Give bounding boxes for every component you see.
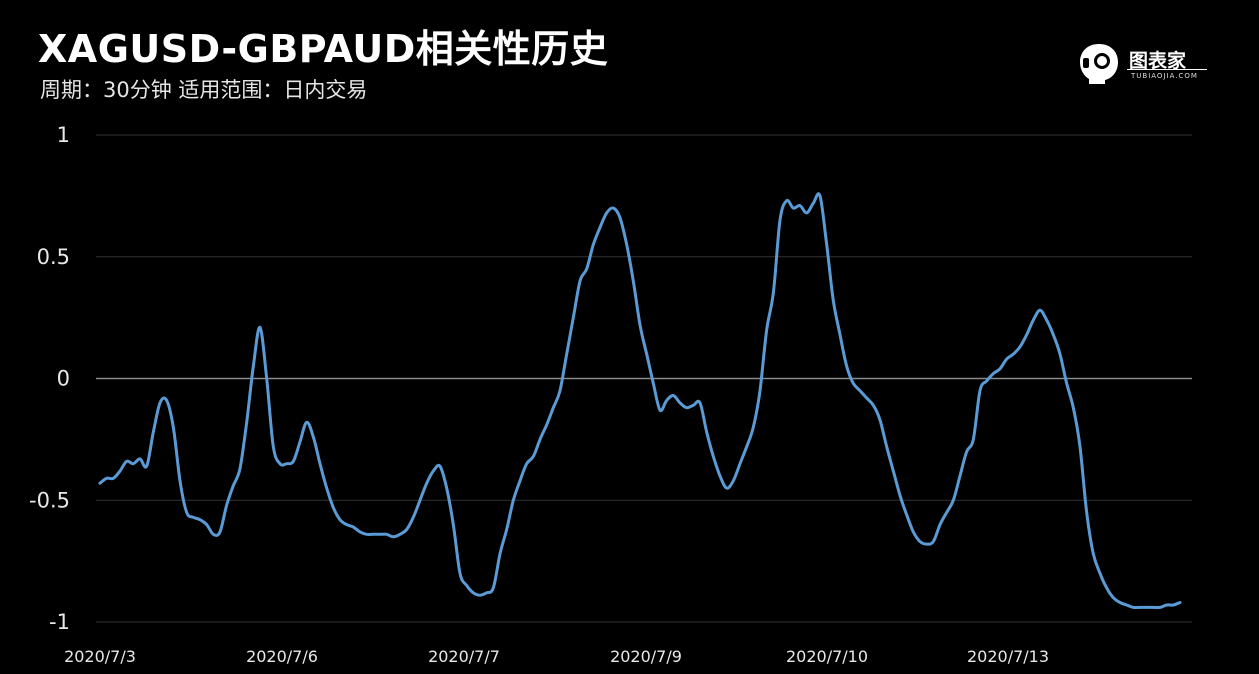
logo-name: 图表家: [1129, 50, 1187, 72]
x-tick-label: 2020/7/10: [786, 647, 868, 666]
logo-divider: [1127, 69, 1207, 70]
x-tick-label: 2020/7/9: [610, 647, 682, 666]
robot-head-icon: [1080, 44, 1118, 84]
grid-lines: [96, 134, 1192, 623]
series-line: [98, 192, 1182, 610]
y-tick-label: 0: [57, 367, 70, 391]
y-axis-ticks: 1 0.5 0 -0.5 -1: [29, 123, 70, 634]
x-axis-ticks: 2020/7/3 2020/7/6 2020/7/7 2020/7/9 2020/7/1…: [64, 647, 1049, 666]
y-tick-label: -1: [49, 610, 70, 634]
x-tick-label: 2020/7/6: [246, 647, 318, 666]
y-tick-label: 0.5: [37, 245, 70, 269]
brand-logo: 图表家 TUBIAOJIA.COM: [1075, 40, 1215, 86]
x-tick-label: 2020/7/13: [967, 647, 1049, 666]
x-tick-label: 2020/7/7: [428, 647, 500, 666]
y-tick-label: -0.5: [29, 488, 70, 512]
logo-subtext: TUBIAOJIA.COM: [1131, 72, 1198, 80]
y-tick-label: 1: [57, 123, 70, 147]
chart-title: XAGUSD-GBPAUD相关性历史: [38, 27, 609, 71]
x-tick-label: 2020/7/3: [64, 647, 136, 666]
chart-subtitle: 周期：30分钟 适用范围：日内交易: [40, 78, 368, 102]
